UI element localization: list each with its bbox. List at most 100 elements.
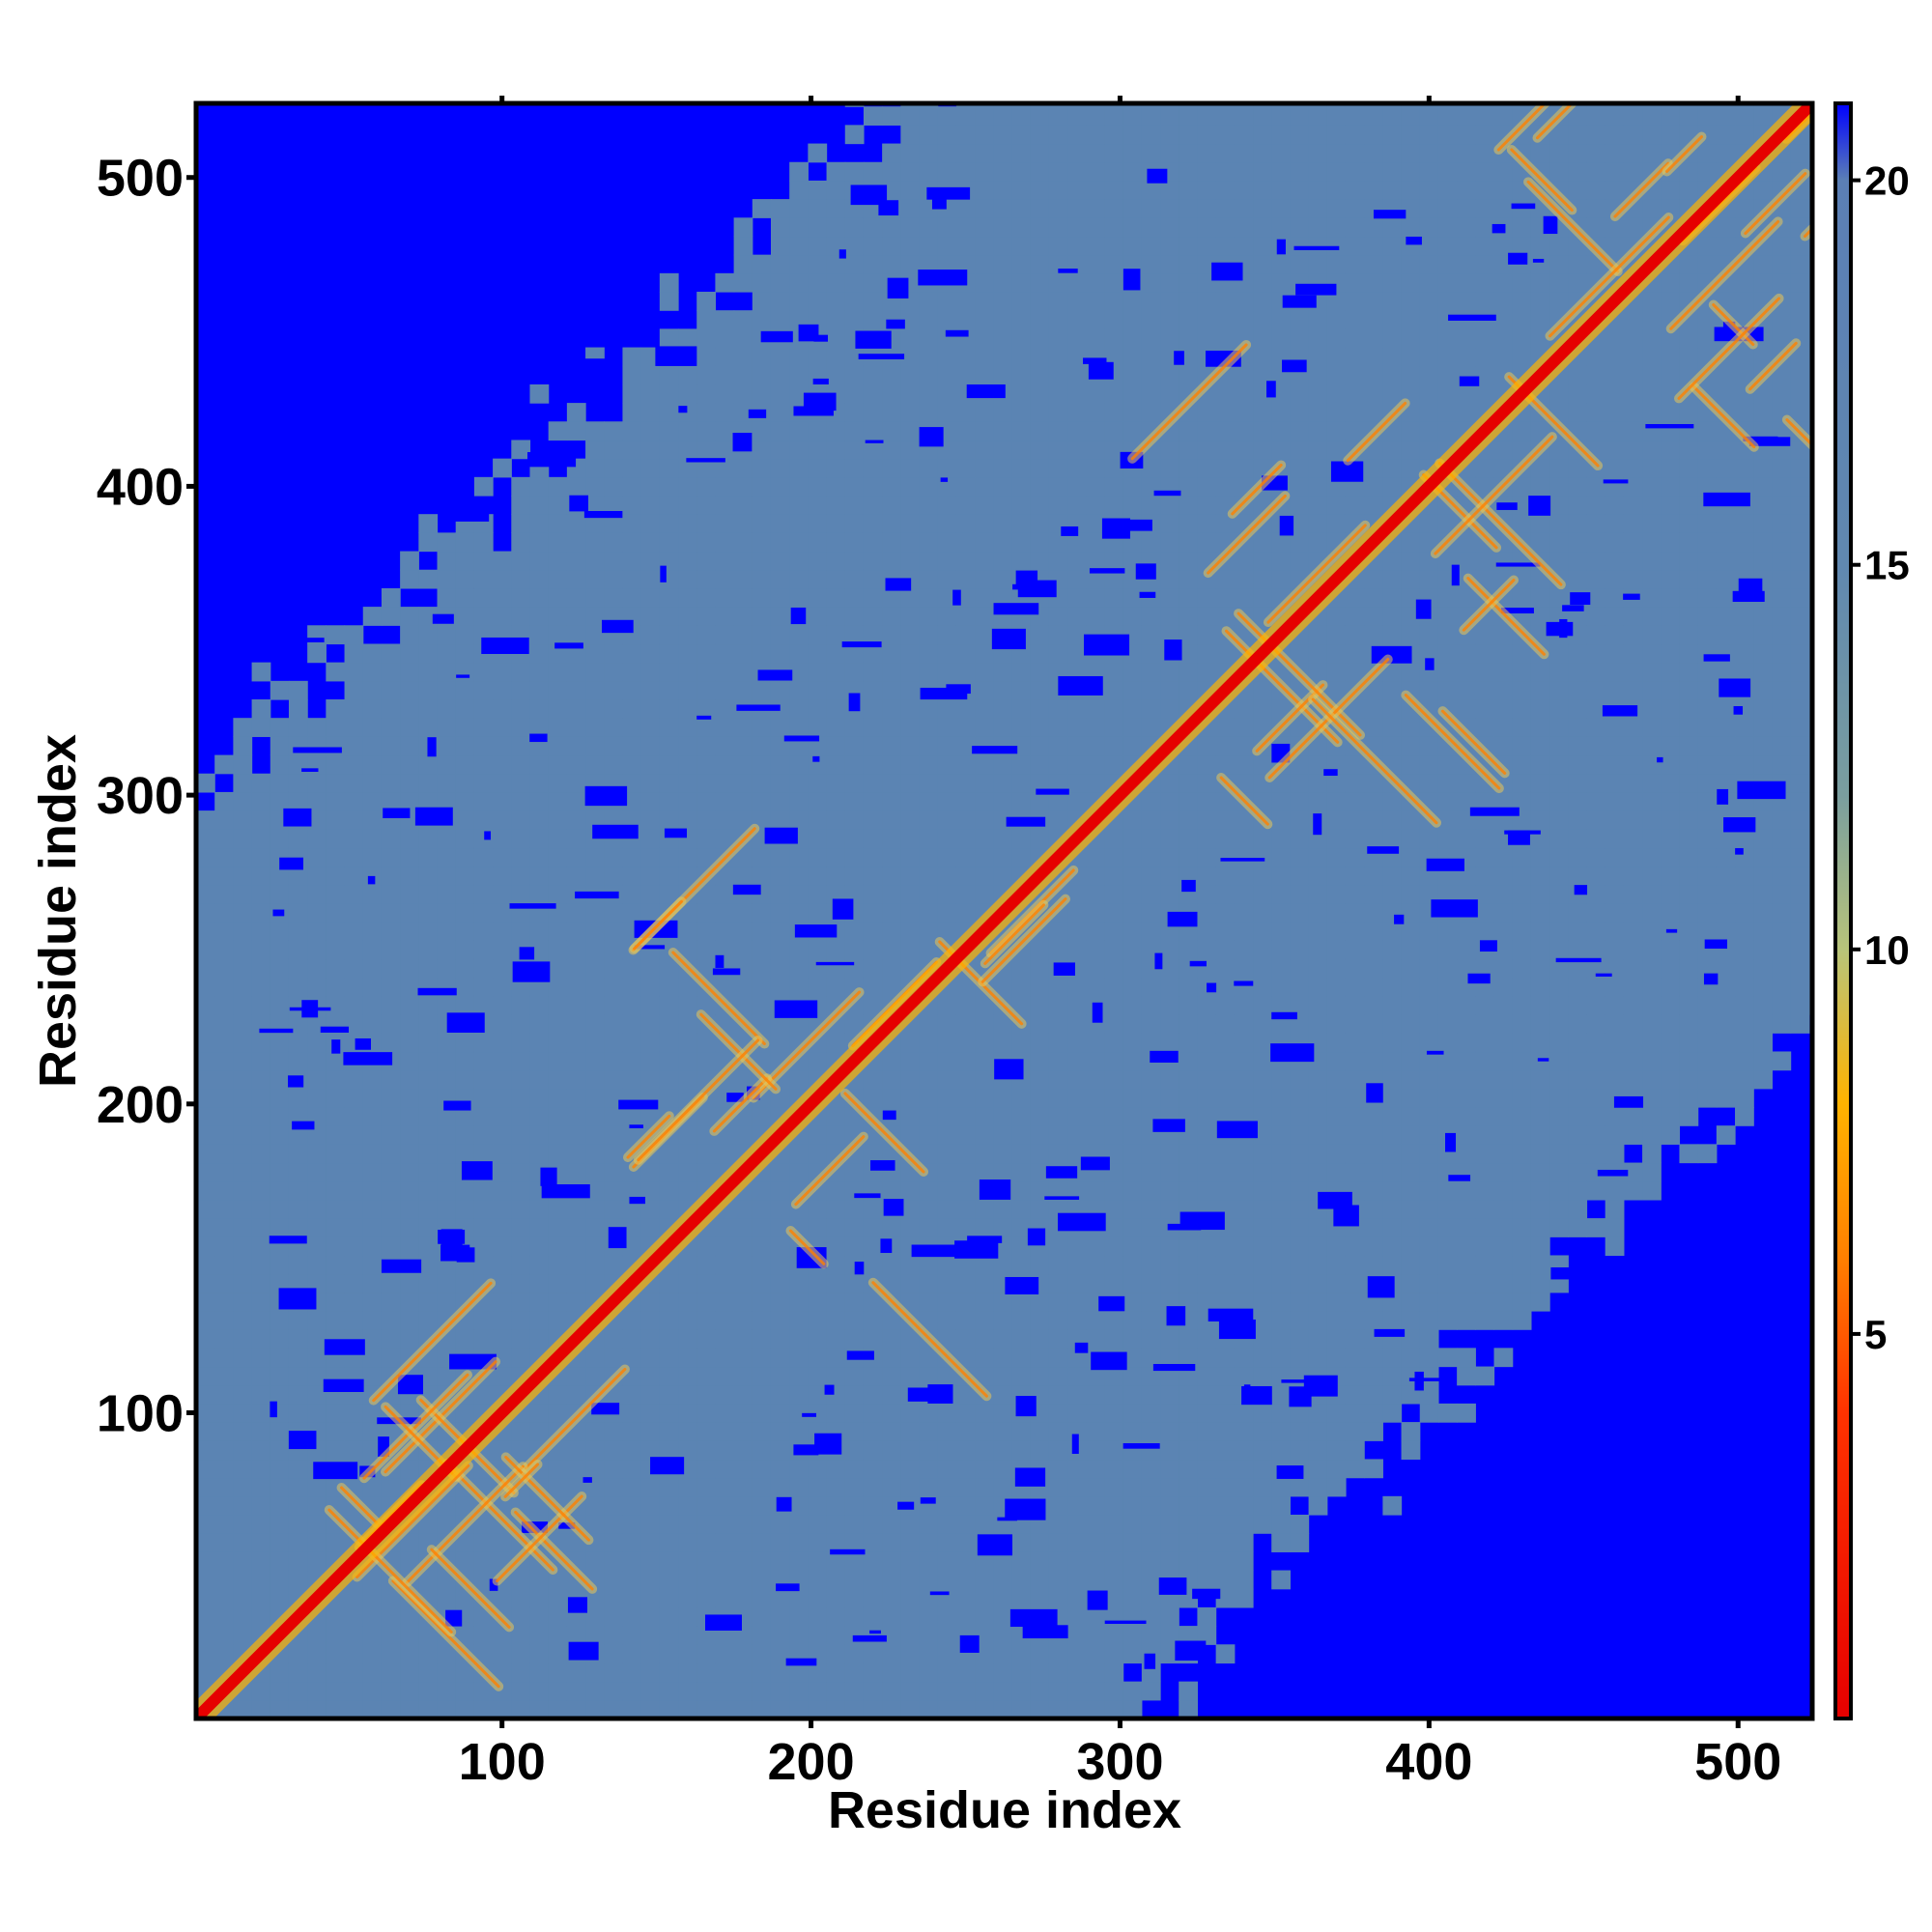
contact-cell [344,1440,364,1461]
contact-cell [473,680,494,700]
contact-cell [937,1477,957,1497]
contact-cell [214,1515,234,1534]
contact-cell [919,1088,939,1108]
contact-cell [1401,754,1421,775]
contact-cell [1067,310,1087,329]
contact-cell [696,718,717,737]
contact-cell [622,1107,642,1126]
contact-cell [659,1515,679,1534]
contact-cell [1364,903,1383,923]
contact-cell [1160,940,1179,960]
contact-cell [196,1588,215,1608]
contact-cell [1197,1348,1217,1368]
contact-cell [1345,1292,1365,1312]
contact-cell [473,1107,494,1126]
contact-cell [1215,1069,1236,1090]
contact-cell [1179,272,1199,293]
contact-cell [1197,236,1217,256]
contact-cell [900,718,921,737]
contact-cell [937,1051,957,1071]
contact-cell [529,1273,550,1293]
contact-cell [511,1162,531,1182]
contact-cell [1326,1329,1347,1349]
contact-cell [326,977,346,997]
contact-cell [844,1329,865,1349]
contact-cell [381,662,401,682]
contact-cell [1179,496,1199,515]
contact-cell [770,810,790,830]
contact-cell [214,1366,234,1386]
contact-cell [900,1273,921,1293]
contact-cell [1290,773,1310,793]
contact-cell [622,1495,642,1516]
contact-cell [1122,810,1143,830]
contact-cell [1104,587,1124,608]
contact-cell [344,1125,364,1145]
contact-cell [937,791,957,811]
contact-cell [789,958,809,979]
contact-cell [493,551,512,571]
contact-cell [548,847,568,867]
contact-cell [1179,1459,1199,1479]
contact-cell [1345,1051,1365,1071]
contact-cell [233,1515,253,1534]
contact-cell [900,1088,921,1108]
contact-cell [696,384,717,404]
contact-cell [1048,1329,1068,1349]
contact-cell [882,940,901,960]
contact-cell [511,1329,531,1349]
contact-cell [696,365,717,385]
contact-cell [900,310,921,329]
contact-cell [975,754,994,775]
contact-cell [529,1033,550,1053]
contact-cell [1308,1292,1328,1312]
contact-cell [270,1218,290,1237]
contact-cell [455,829,475,849]
contact-cell [493,1236,512,1257]
contact-cell [1030,254,1050,274]
contact-cell [937,310,957,329]
contact-cell [1030,514,1050,533]
contact-cell [622,1626,642,1645]
contact-cell [955,847,976,867]
contact-cell [326,922,346,941]
contact-cell [770,1626,790,1645]
contact-cell [307,810,327,830]
contact-cell [1179,977,1199,997]
contact-cell [604,1515,624,1534]
contact-cell [437,1699,457,1719]
contact-cell [882,1681,901,1701]
contact-cell [1048,143,1068,163]
contact-cell [1086,1384,1106,1405]
contact-cell [993,199,1013,218]
contact-cell [678,1477,697,1497]
contact-cell [418,754,439,775]
contact-cell [1030,1422,1050,1441]
contact-cell [1067,1088,1087,1108]
contact-cell [1419,1162,1439,1182]
contact-cell [233,1606,253,1627]
contact-cell [752,1255,772,1275]
contact-cell [381,1107,401,1126]
contact-cell [955,1069,976,1090]
contact-cell [900,1588,921,1608]
contact-cell [1197,1273,1217,1293]
contact-cell [622,718,642,737]
contact-cell [233,791,253,811]
contact-cell [1271,125,1291,145]
contact-cell [473,1255,494,1275]
contact-cell [1326,922,1347,941]
contact-cell [1382,125,1403,145]
contact-cell [493,1255,512,1275]
contact-cell [900,1107,921,1126]
contact-cell [529,1199,550,1219]
contact-cell [548,1570,568,1590]
contact-cell [770,1551,790,1572]
contact-cell [993,1644,1013,1664]
contact-cell [362,1477,383,1497]
contact-cell [1271,180,1291,200]
contact-cell [1141,829,1161,849]
contact-cell [715,922,735,941]
contact-cell [362,1366,383,1386]
contact-cell [1141,791,1161,811]
